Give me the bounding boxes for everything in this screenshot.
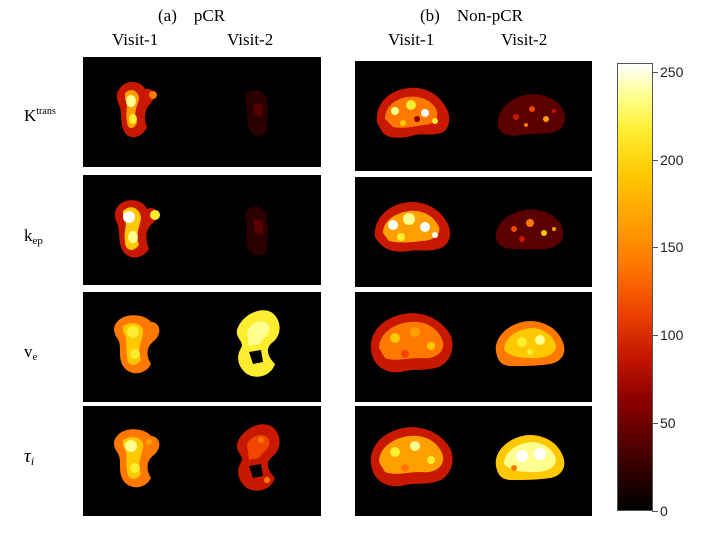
col-label-nonpcr-visit1: Visit-1 — [388, 30, 435, 49]
tile-pcr-v2-ve — [201, 292, 321, 402]
colorbar-tick-label: 150 — [660, 239, 684, 256]
colorbar-tick-label: 0 — [660, 503, 668, 519]
row-label-ktrans: Ktrans — [24, 106, 56, 126]
row-label-kep-symbol: k — [24, 226, 33, 245]
tile-pcr-v1-ktrans — [83, 57, 203, 167]
group-a-name: pCR — [193, 6, 226, 25]
tile-pcr-v2-taui — [201, 406, 321, 516]
colorbar-tick-mark — [652, 511, 658, 512]
row-label-kep: kep — [24, 226, 43, 247]
tile-pcr-v1-kep — [83, 175, 203, 285]
tile-nonpcr-v2-taui — [472, 406, 592, 516]
row-label-ve-sub: e — [32, 351, 38, 363]
group-b-label: (b) — [420, 6, 440, 25]
colorbar-tick-label: 200 — [660, 151, 684, 168]
colorbar-tick-mark — [652, 335, 658, 337]
row-label-ve-symbol: v — [24, 342, 33, 361]
row-label-ktrans-sup: trans — [36, 106, 56, 117]
group-title-nonpcr: (b) Non-pCR — [420, 6, 523, 26]
tile-nonpcr-v2-kep — [472, 177, 592, 287]
tile-nonpcr-v1-kep — [355, 177, 475, 287]
col-label-pcr-visit2: Visit-2 — [227, 30, 274, 49]
colorbar-tick-label: 50 — [660, 415, 676, 432]
row-label-kep-sub: ep — [32, 235, 43, 247]
col-label-pcr-visit1: Visit-1 — [112, 30, 159, 49]
row-label-ve: ve — [24, 342, 37, 363]
colorbar-tick-label: 100 — [660, 327, 684, 344]
colorbar-tick-mark — [652, 71, 658, 73]
tile-nonpcr-v1-taui — [355, 406, 475, 516]
row-label-taui-sub: i — [30, 454, 35, 468]
tile-nonpcr-v2-ktrans — [472, 61, 592, 171]
row-label-taui-symbol: τ — [24, 446, 31, 467]
tile-pcr-v1-taui — [83, 406, 203, 516]
tile-pcr-v2-ktrans — [201, 57, 321, 167]
col-label-nonpcr-visit2: Visit-2 — [501, 30, 548, 49]
colorbar — [617, 63, 653, 511]
colorbar-tick-mark — [652, 247, 658, 249]
group-b-name: Non-pCR — [456, 6, 523, 25]
tile-nonpcr-v2-ve — [472, 292, 592, 402]
group-title-pcr: (a) pCR — [158, 6, 225, 26]
tile-nonpcr-v1-ktrans — [355, 61, 475, 171]
group-a-label: (a) — [158, 6, 177, 25]
tile-nonpcr-v1-ve — [355, 292, 475, 402]
row-label-taui: τi — [24, 446, 34, 469]
tile-pcr-v2-kep — [201, 175, 321, 285]
row-label-ktrans-symbol: K — [24, 106, 37, 125]
colorbar-tick-label: 250 — [660, 63, 684, 80]
tile-pcr-v1-ve — [83, 292, 203, 402]
colorbar-tick-mark — [652, 159, 658, 161]
colorbar-tick-mark — [652, 423, 658, 425]
